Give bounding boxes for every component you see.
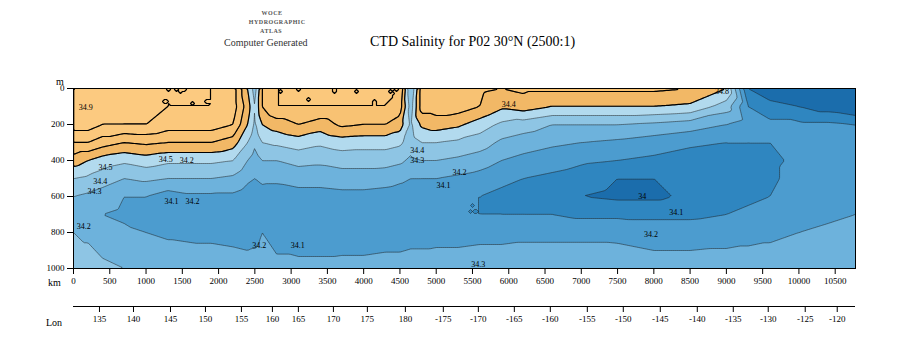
svg-text:800: 800 — [51, 227, 65, 237]
svg-text:2500: 2500 — [246, 276, 265, 286]
svg-text:-150: -150 — [615, 314, 632, 324]
svg-text:140: 140 — [127, 314, 141, 324]
svg-text:3000: 3000 — [282, 276, 301, 286]
svg-text:135: 135 — [93, 314, 107, 324]
svg-text:2000: 2000 — [210, 276, 229, 286]
svg-text:34.1: 34.1 — [291, 241, 305, 250]
svg-text:5500: 5500 — [463, 276, 482, 286]
svg-text:34.3: 34.3 — [471, 260, 485, 269]
svg-text:9000: 9000 — [717, 276, 736, 286]
svg-text:34.1: 34.1 — [164, 197, 178, 206]
svg-text:34.2: 34.2 — [77, 222, 91, 231]
svg-text:1000: 1000 — [137, 276, 156, 286]
svg-text:7000: 7000 — [572, 276, 591, 286]
svg-text:34.2: 34.2 — [252, 241, 266, 250]
svg-text:3500: 3500 — [318, 276, 337, 286]
svg-text:-145: -145 — [652, 314, 669, 324]
svg-text:34.2: 34.2 — [185, 197, 199, 206]
svg-text:175: 175 — [361, 314, 375, 324]
svg-text:34.3: 34.3 — [88, 187, 102, 196]
svg-text:34.4: 34.4 — [410, 146, 424, 155]
svg-text:600: 600 — [51, 191, 65, 201]
svg-text:-160: -160 — [542, 314, 559, 324]
svg-text:155: 155 — [235, 314, 249, 324]
svg-text:8500: 8500 — [681, 276, 700, 286]
svg-text:-125: -125 — [797, 314, 814, 324]
svg-text:-140: -140 — [689, 314, 706, 324]
svg-text:180: 180 — [399, 314, 413, 324]
svg-text:34.1: 34.1 — [436, 181, 450, 190]
svg-text:10000: 10000 — [788, 276, 811, 286]
svg-text:10500: 10500 — [824, 276, 847, 286]
svg-text:-175: -175 — [435, 314, 452, 324]
svg-text:0: 0 — [60, 83, 65, 93]
svg-text:34: 34 — [638, 192, 646, 201]
svg-text:34.3: 34.3 — [410, 156, 424, 165]
svg-text:150: 150 — [199, 314, 213, 324]
svg-text:34.4: 34.4 — [502, 100, 516, 109]
svg-text:160: 160 — [266, 314, 280, 324]
svg-text:170: 170 — [327, 314, 341, 324]
svg-text:-120: -120 — [829, 314, 846, 324]
svg-text:-165: -165 — [506, 314, 523, 324]
svg-text:34.2: 34.2 — [180, 156, 194, 165]
svg-text:-135: -135 — [725, 314, 742, 324]
svg-text:500: 500 — [103, 276, 117, 286]
svg-text:400: 400 — [51, 155, 65, 165]
svg-text:8000: 8000 — [645, 276, 664, 286]
svg-text:34.5: 34.5 — [98, 163, 112, 172]
svg-text:1000: 1000 — [47, 263, 66, 273]
svg-text:200: 200 — [51, 119, 65, 129]
svg-text:34.5: 34.5 — [159, 155, 173, 164]
svg-text:-130: -130 — [760, 314, 777, 324]
svg-text:4000: 4000 — [355, 276, 374, 286]
svg-text:-170: -170 — [470, 314, 487, 324]
svg-text:34.4: 34.4 — [93, 177, 107, 186]
svg-text:9500: 9500 — [754, 276, 773, 286]
svg-text:34.2: 34.2 — [452, 168, 466, 177]
svg-text:6000: 6000 — [500, 276, 519, 286]
svg-text:34.9: 34.9 — [79, 103, 93, 112]
svg-text:1500: 1500 — [173, 276, 192, 286]
svg-text:34.2: 34.2 — [644, 230, 658, 239]
svg-text:6500: 6500 — [536, 276, 555, 286]
svg-text:7500: 7500 — [609, 276, 628, 286]
svg-text:-155: -155 — [579, 314, 596, 324]
svg-text:145: 145 — [164, 314, 178, 324]
svg-text:4500: 4500 — [391, 276, 410, 286]
svg-text:165: 165 — [292, 314, 306, 324]
svg-text:5000: 5000 — [427, 276, 446, 286]
svg-text:0: 0 — [71, 276, 76, 286]
svg-text:34.1: 34.1 — [669, 208, 683, 217]
